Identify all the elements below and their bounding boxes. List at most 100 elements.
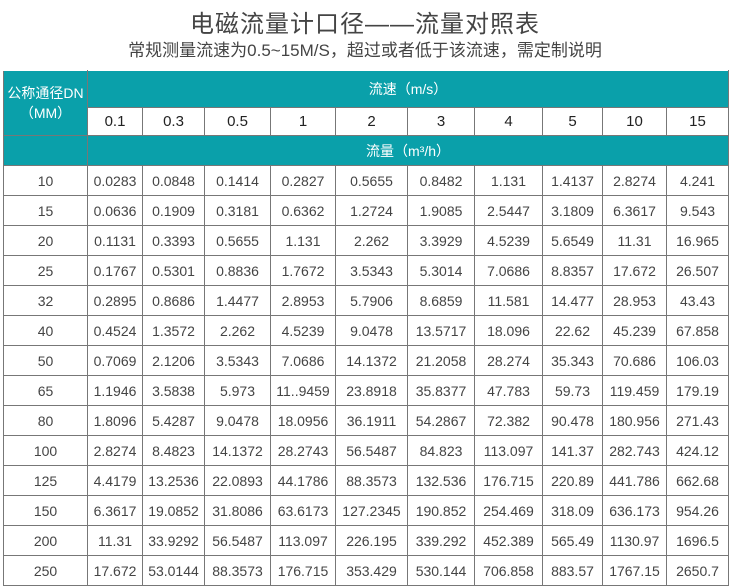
- flow-cell: 176.715: [474, 465, 543, 496]
- flow-cell: 954.26: [665, 495, 730, 526]
- flow-cell: 0.6362: [270, 195, 336, 226]
- flow-cell: 7.0686: [474, 255, 543, 286]
- flow-cell: 5.6549: [542, 225, 603, 256]
- flow-cell: 132.536: [407, 465, 475, 496]
- caliber-flow-table: 公称通径DN （MM） 流速（m/s） 0.1 0.3 0.5 1 2 3 4 5 10 15 流…: [3, 70, 730, 586]
- flow-cell: 54.2867: [407, 405, 475, 436]
- flow-cell: 88.3573: [204, 555, 271, 586]
- flow-cell: 2.8953: [270, 285, 336, 316]
- flow-cell: 282.743: [602, 435, 667, 466]
- speed-cell: 1: [270, 107, 336, 136]
- dn-cell: 40: [3, 315, 88, 346]
- flow-cell: 318.09: [542, 495, 603, 526]
- flow-cell: 1.4137: [542, 165, 603, 196]
- dn-cell: 100: [3, 435, 88, 466]
- flow-cell: 353.429: [335, 555, 408, 586]
- flow-cell: 565.49: [542, 525, 603, 556]
- flow-cell: 0.1767: [87, 255, 143, 286]
- flow-cell: 2.1206: [142, 345, 205, 376]
- flow-cell: 1.7672: [270, 255, 336, 286]
- flow-cell: 14.477: [542, 285, 603, 316]
- flow-cell: 5.4287: [142, 405, 205, 436]
- flow-header-blank: [3, 135, 88, 166]
- speed-header: 流速（m/s）: [86, 70, 730, 108]
- flow-cell: 28.274: [474, 345, 543, 376]
- flow-cell: 14.1372: [335, 345, 408, 376]
- table-row: 80 1.8096 5.4287 9.0478 18.0956 36.1911 54.286…: [3, 405, 730, 436]
- flow-cell: 0.0636: [87, 195, 143, 226]
- flow-cell: 1.1946: [87, 375, 143, 406]
- flow-cell: 18.0956: [270, 405, 336, 436]
- table-body: 10 0.0283 0.0848 0.1414 0.2827 0.5655 0.8482 1.…: [3, 165, 730, 586]
- flow-cell: 226.195: [335, 525, 408, 556]
- dn-cell: 10: [3, 165, 88, 196]
- flow-cell: 3.5343: [335, 255, 408, 286]
- flow-cell: 452.389: [474, 525, 543, 556]
- flow-cell: 180.956: [602, 405, 667, 436]
- flow-cell: 8.6859: [407, 285, 475, 316]
- flow-cell: 179.19: [665, 375, 730, 406]
- flow-cell: 1.131: [474, 165, 543, 196]
- dn-header: 公称通径DN （MM）: [3, 70, 88, 136]
- flow-cell: 44.1786: [270, 465, 336, 496]
- flow-cell: 4.5239: [474, 225, 543, 256]
- flow-cell: 1767.15: [602, 555, 667, 586]
- flow-cell: 883.57: [542, 555, 603, 586]
- flow-cell: 2.8274: [87, 435, 143, 466]
- flow-cell: 0.1909: [142, 195, 205, 226]
- flow-cell: 72.382: [474, 405, 543, 436]
- flow-cell: 8.4823: [142, 435, 205, 466]
- flow-header: 流量（m³/h）: [86, 135, 730, 166]
- flow-cell: 88.3573: [335, 465, 408, 496]
- flow-cell: 36.1911: [335, 405, 408, 436]
- flow-cell: 106.03: [665, 345, 730, 376]
- flow-cell: 0.5655: [204, 225, 271, 256]
- flow-cell: 0.5655: [335, 165, 408, 196]
- table-row: 65 1.1946 3.5838 5.973 11..9459 23.8918 35.837…: [3, 375, 730, 406]
- flow-cell: 0.4524: [87, 315, 143, 346]
- speed-row: 0.1 0.3 0.5 1 2 3 4 5 10 15: [4, 107, 730, 136]
- dn-cell: 200: [3, 525, 88, 556]
- table-row: 150 6.3617 19.0852 31.8086 63.6173 127.2345 19…: [3, 495, 730, 526]
- dn-cell: 50: [3, 345, 88, 376]
- flow-cell: 5.973: [204, 375, 271, 406]
- flow-cell: 56.5487: [335, 435, 408, 466]
- flow-cell: 8.8357: [542, 255, 603, 286]
- flow-cell: 2650.7: [665, 555, 730, 586]
- flow-cell: 1696.5: [665, 525, 730, 556]
- flow-cell: 7.0686: [270, 345, 336, 376]
- flow-cell: 43.43: [665, 285, 730, 316]
- flow-cell: 26.507: [665, 255, 730, 286]
- flow-cell: 4.5239: [270, 315, 336, 346]
- flow-cell: 0.8836: [204, 255, 271, 286]
- dn-cell: 65: [3, 375, 88, 406]
- flow-cell: 21.2058: [407, 345, 475, 376]
- flow-cell: 119.459: [602, 375, 667, 406]
- flow-cell: 0.2827: [270, 165, 336, 196]
- table-row: 100 2.8274 8.4823 14.1372 28.2743 56.5487 84.8…: [3, 435, 730, 466]
- flow-cell: 70.686: [602, 345, 667, 376]
- speed-cell: 10: [602, 107, 667, 136]
- table-row: 25 0.1767 0.5301 0.8836 1.7672 3.5343 5.3014 7.…: [3, 255, 730, 286]
- flow-cell: 0.1131: [87, 225, 143, 256]
- page-title: 电磁流量计口径——流量对照表: [190, 11, 540, 38]
- flow-cell: 0.3181: [204, 195, 271, 226]
- flow-cell: 47.783: [474, 375, 543, 406]
- flow-cell: 11..9459: [270, 375, 336, 406]
- flow-cell: 35.8377: [407, 375, 475, 406]
- flow-cell: 35.343: [542, 345, 603, 376]
- flow-cell: 14.1372: [204, 435, 271, 466]
- speed-cell: 0.5: [204, 107, 271, 136]
- flow-cell: 190.852: [407, 495, 475, 526]
- flow-cell: 9.543: [665, 195, 730, 226]
- flow-cell: 9.0478: [204, 405, 271, 436]
- speed-cell: 15: [665, 107, 730, 136]
- flow-cell: 3.5343: [204, 345, 271, 376]
- flow-cell: 84.823: [407, 435, 475, 466]
- flow-cell: 19.0852: [142, 495, 205, 526]
- table-row: 200 11.31 33.9292 56.5487 113.097 226.195 339.…: [3, 525, 730, 556]
- flow-cell: 0.0848: [142, 165, 205, 196]
- flow-cell: 22.0893: [204, 465, 271, 496]
- dn-cell: 32: [3, 285, 88, 316]
- flow-cell: 11.31: [87, 525, 143, 556]
